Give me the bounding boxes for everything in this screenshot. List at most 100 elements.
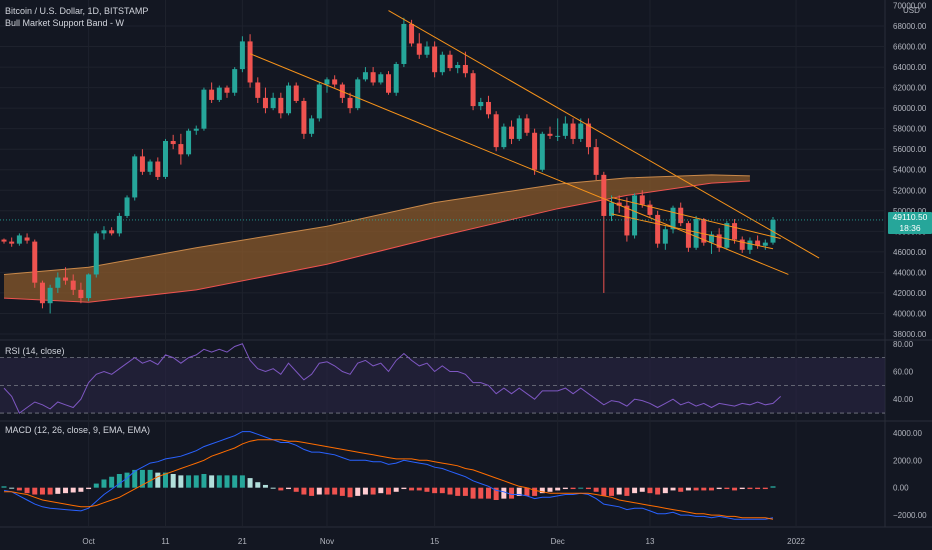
indicator-title: Bull Market Support Band - W	[5, 18, 125, 28]
candle-body	[63, 277, 69, 281]
macd-histogram-bar	[570, 487, 576, 490]
candles	[1, 17, 776, 314]
rsi-scale-label: 40.00	[893, 395, 914, 404]
macd-histogram-bar	[255, 482, 261, 488]
macd-histogram-bar	[401, 487, 407, 490]
candle-body	[239, 41, 245, 70]
currency-label: USD	[903, 6, 920, 15]
candle-body	[301, 100, 307, 134]
candle-body	[93, 233, 99, 275]
candle-body	[347, 97, 353, 109]
trend-line	[611, 213, 774, 250]
candle-body	[262, 97, 268, 109]
support-band	[3, 174, 750, 303]
macd-histogram-bar	[616, 487, 622, 495]
macd-histogram-bar	[678, 487, 684, 492]
candle-body	[447, 54, 453, 69]
rsi-legend[interactable]: RSI (14, close)	[5, 346, 65, 356]
candle-body	[462, 65, 468, 74]
candle-body	[132, 156, 138, 198]
macd-histogram-bar	[593, 487, 599, 492]
macd-legend[interactable]: MACD (12, 26, close, 9, EMA, EMA)	[5, 425, 150, 435]
macd-histogram-bar	[209, 475, 215, 488]
price-label: 50000.00	[893, 207, 927, 216]
macd-histogram-bar	[78, 487, 84, 492]
candle-body	[716, 234, 722, 248]
indicator-legend[interactable]: Bull Market Support Band - W	[5, 18, 124, 28]
candle-body	[16, 235, 22, 244]
candle-body	[78, 289, 84, 299]
candle-body	[201, 89, 207, 129]
candle-body	[470, 73, 476, 107]
macd-histogram-bar	[439, 487, 445, 494]
macd-histogram-bar	[362, 487, 368, 495]
candle-body	[286, 85, 292, 114]
candle-body	[401, 23, 407, 64]
macd-histogram-bar	[493, 487, 499, 500]
candle-body	[624, 205, 630, 236]
macd-scale-label: 4000.00	[893, 429, 922, 438]
macd-histogram-bar	[101, 479, 107, 488]
macd-histogram-bar	[393, 487, 399, 492]
macd-histogram-bar	[16, 487, 22, 491]
price-label: 46000.00	[893, 248, 927, 257]
candle-body	[24, 237, 30, 241]
candle-body	[324, 79, 330, 85]
candle-body	[216, 87, 222, 100]
symbol-legend[interactable]: Bitcoin / U.S. Dollar, 1D, BITSTAMP	[5, 6, 148, 16]
candle-body	[455, 65, 461, 69]
candle-body	[516, 118, 522, 139]
candle-body	[501, 126, 507, 148]
macd-histogram-bar	[447, 487, 453, 495]
macd-histogram-bar	[424, 487, 430, 492]
candle-body	[316, 84, 322, 119]
candle-body	[670, 207, 676, 230]
macd-histogram-bar	[455, 487, 461, 496]
macd-histogram-bar	[470, 487, 476, 499]
macd-histogram-bar	[193, 475, 199, 488]
macd-histogram-bar	[186, 475, 192, 488]
candle-body	[86, 274, 92, 299]
last-price-countdown: 18:36	[899, 223, 921, 233]
candle-body	[685, 223, 691, 248]
macd-histogram-bar	[1, 486, 7, 488]
macd-histogram-bar	[170, 474, 176, 488]
price-label: 54000.00	[893, 166, 927, 175]
candle-body	[409, 23, 415, 44]
macd-histogram-bar	[701, 487, 707, 491]
macd-line	[3, 431, 774, 520]
price-label: 56000.00	[893, 145, 927, 154]
macd-histogram-bar	[762, 487, 768, 490]
time-axis[interactable]: Oct 11 21 Nov 15 Dec 13 2022	[82, 537, 805, 546]
macd-histogram-bar	[139, 469, 145, 488]
macd-histogram-bar	[770, 486, 776, 488]
candle-body	[478, 101, 484, 107]
candle-body	[739, 239, 745, 250]
trend-line	[249, 53, 789, 275]
macd-histogram-bar	[647, 487, 653, 494]
macd-histogram-bar	[685, 487, 691, 491]
macd-histogram-bar	[416, 487, 422, 491]
candle-body	[439, 54, 445, 73]
price-label: 62000.00	[893, 84, 927, 93]
candle-body	[278, 97, 284, 114]
candle-body	[616, 202, 622, 206]
macd-histogram-bar	[55, 487, 61, 494]
macd-histogram-bar	[724, 487, 730, 490]
candle-body	[209, 89, 215, 100]
rsi-line	[3, 343, 782, 414]
candle-body	[555, 135, 561, 137]
time-label: Dec	[551, 537, 565, 546]
price-label: 70000.00	[893, 1, 927, 10]
candle-body	[609, 202, 615, 216]
time-label: 15	[430, 537, 439, 546]
candle-body	[393, 63, 399, 93]
candle-body	[724, 223, 730, 248]
last-price-tag: 49110.50 18:36	[888, 212, 932, 234]
macd-histogram-bar	[378, 487, 384, 494]
macd-histogram-bar	[155, 472, 161, 488]
price-scale[interactable]: 70000.00 68000.00 66000.00 64000.00 62000.00…	[893, 1, 927, 339]
candle-body	[547, 133, 553, 136]
candle-body	[647, 204, 653, 215]
